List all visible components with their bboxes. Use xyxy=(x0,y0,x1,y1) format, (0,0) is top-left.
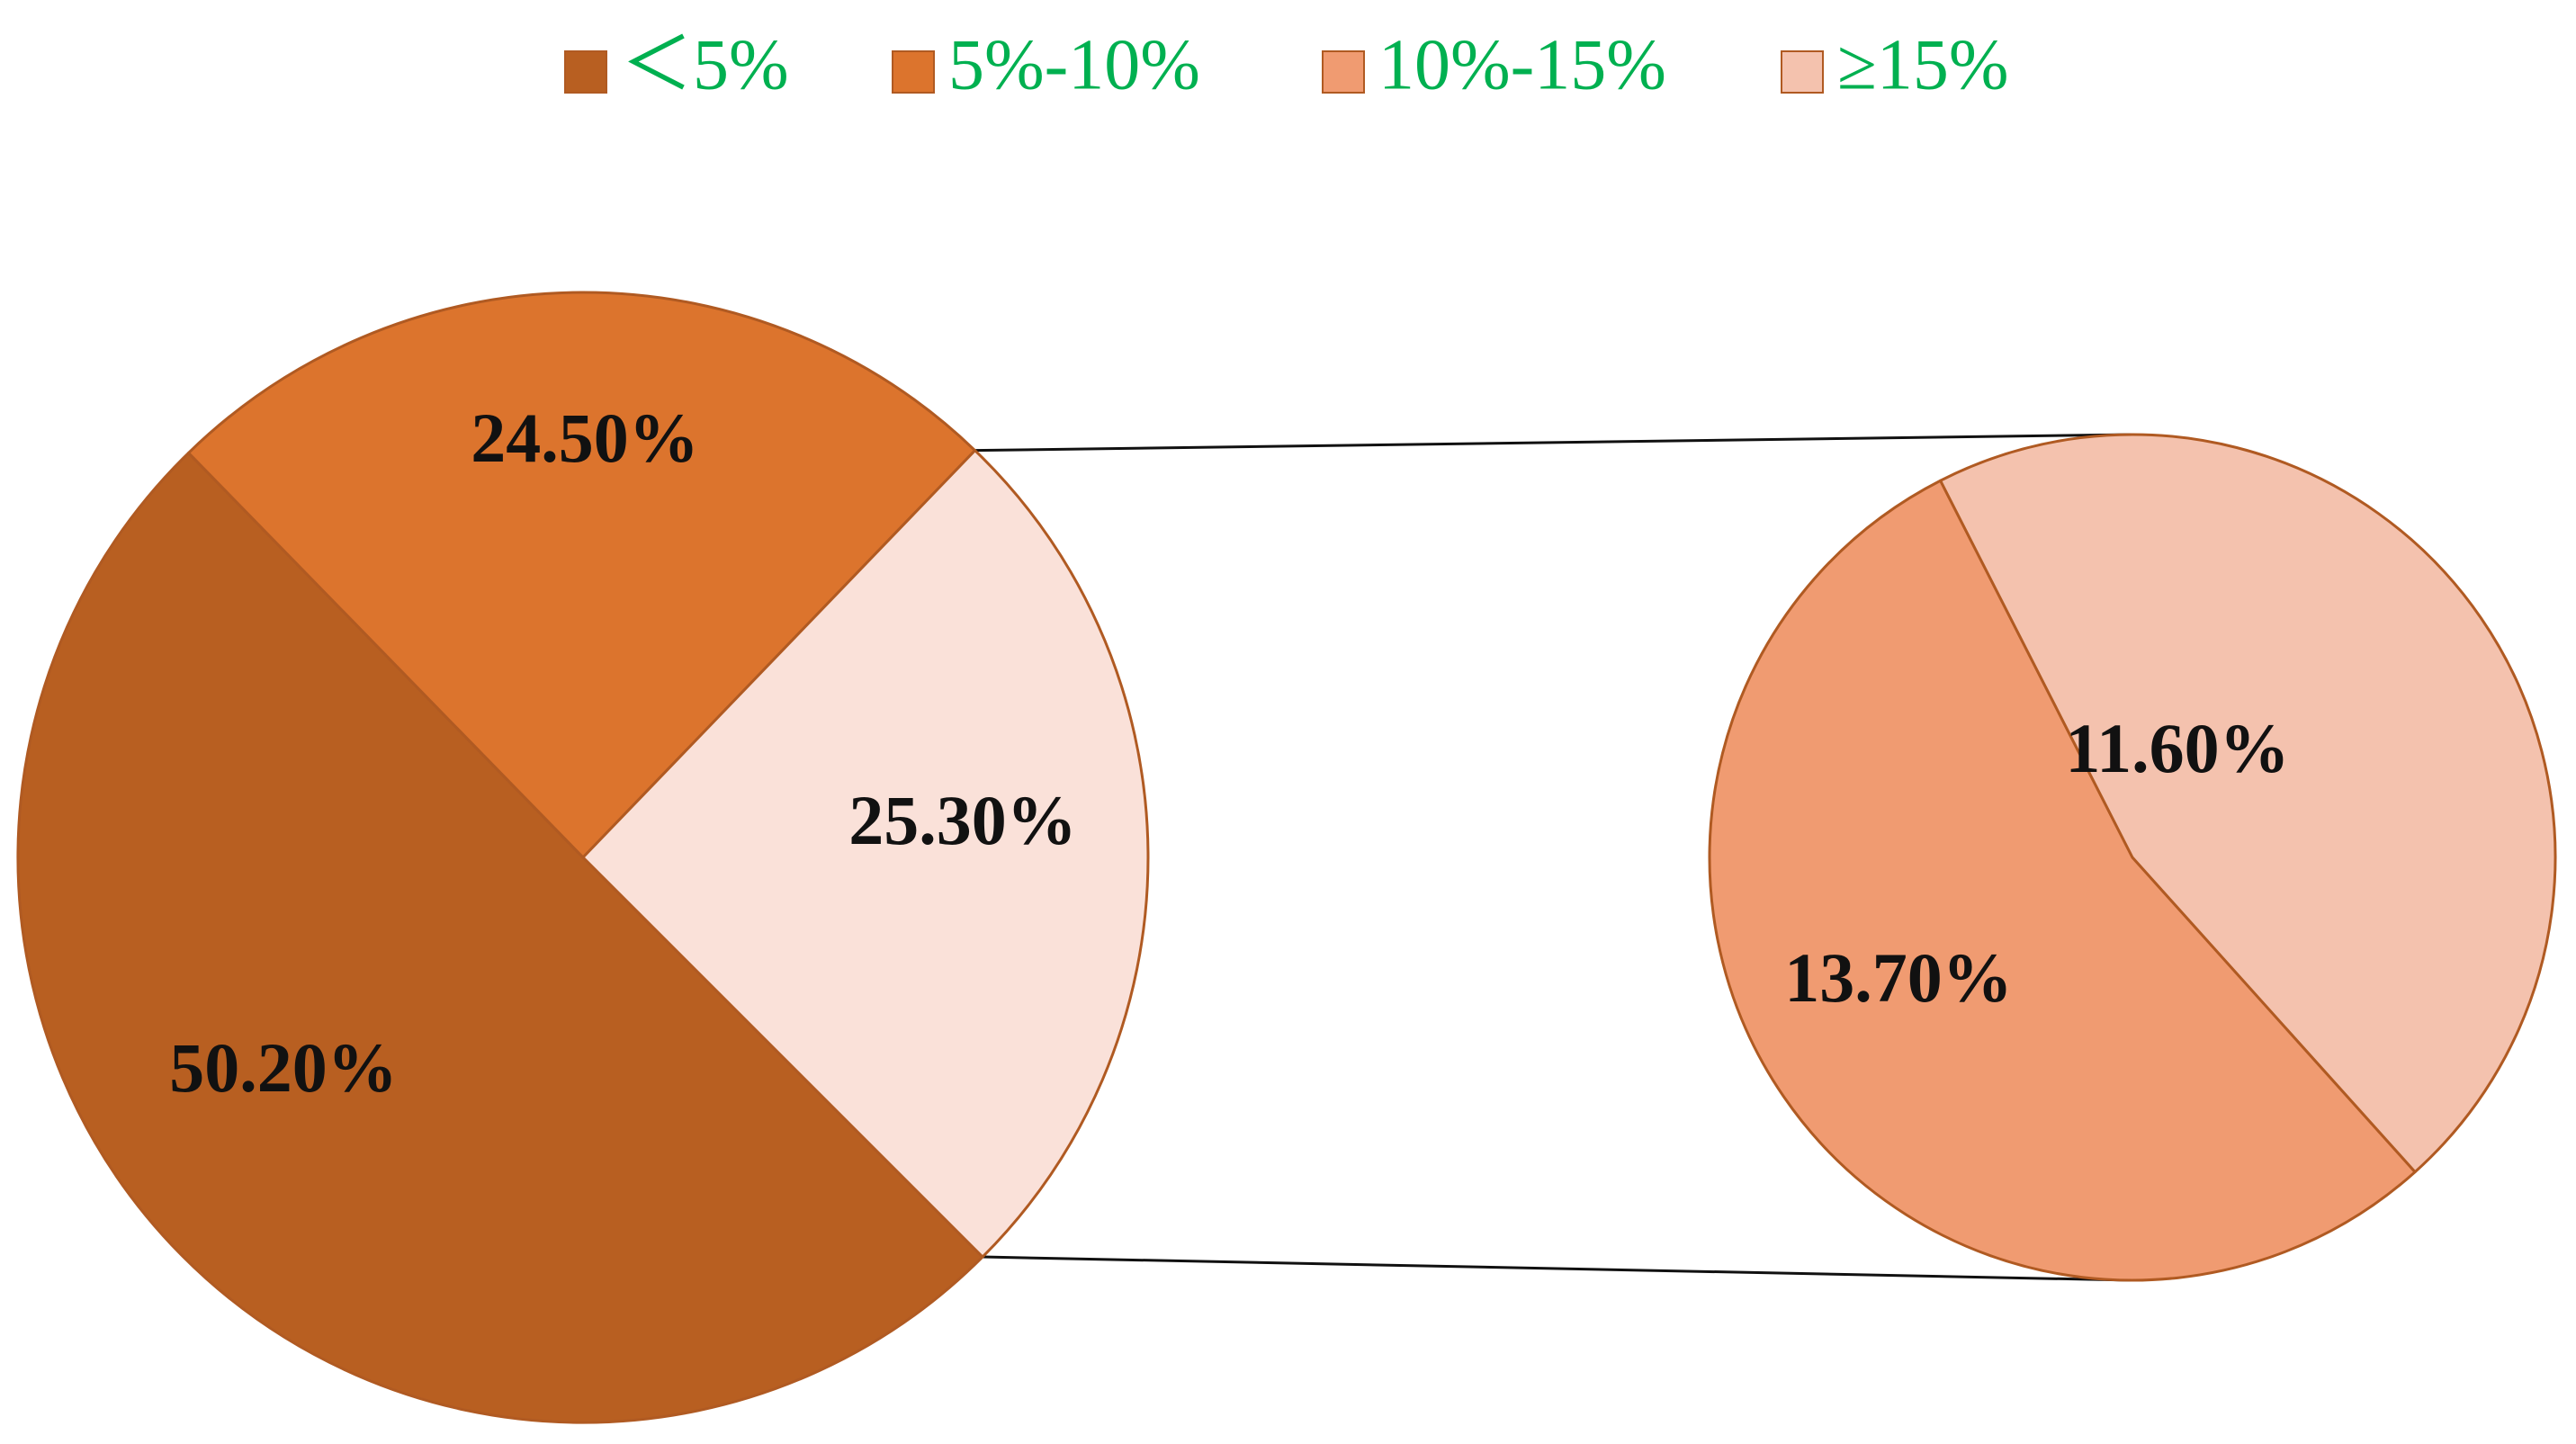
legend-item-1: 5%-10% xyxy=(892,25,1200,104)
legend: ＜5% 5%-10% 10%-15% ≥15% xyxy=(564,25,2009,104)
connector-lines xyxy=(974,433,2133,1282)
connector-line-bottom xyxy=(983,1255,2133,1282)
secondary-pie-data-label-1: 11.60% xyxy=(2065,709,2289,787)
secondary-pie-data-label-0: 13.70% xyxy=(1784,938,2013,1017)
legend-label-2: 10%-15% xyxy=(1378,25,1666,104)
legend-item-0: ＜5% xyxy=(564,25,789,104)
legend-swatch-1 xyxy=(892,50,935,94)
connector-line-top xyxy=(974,433,2133,453)
legend-label-0: ＜5% xyxy=(621,25,789,104)
main-pie-data-label-0: 50.20% xyxy=(169,1028,398,1107)
legend-label-3: ≥15% xyxy=(1837,25,2009,104)
legend-swatch-3 xyxy=(1781,50,1824,94)
legend-swatch-2 xyxy=(1322,50,1365,94)
legend-swatch-0 xyxy=(564,50,607,94)
secondary-pie-slice-1 xyxy=(1939,433,2557,1174)
main-pie xyxy=(16,291,1150,1424)
legend-label-1: 5%-10% xyxy=(948,25,1200,104)
main-pie-slice-other-2 xyxy=(581,449,1150,1259)
legend-item-3: ≥15% xyxy=(1781,25,2009,104)
main-pie-data-label-1: 24.50% xyxy=(471,399,699,477)
secondary-pie-slice-0 xyxy=(1708,479,2417,1282)
main-pie-data-label-2: 25.30% xyxy=(848,781,1077,859)
main-pie-slice-5-10--1 xyxy=(187,291,977,859)
legend-item-2: 10%-15% xyxy=(1322,25,1666,104)
secondary-pie xyxy=(1708,433,2557,1282)
main-pie-slice--5--0 xyxy=(16,451,984,1424)
data-labels: 50.20% 24.50% 25.30% 13.70% 11.60% xyxy=(169,399,2289,1107)
